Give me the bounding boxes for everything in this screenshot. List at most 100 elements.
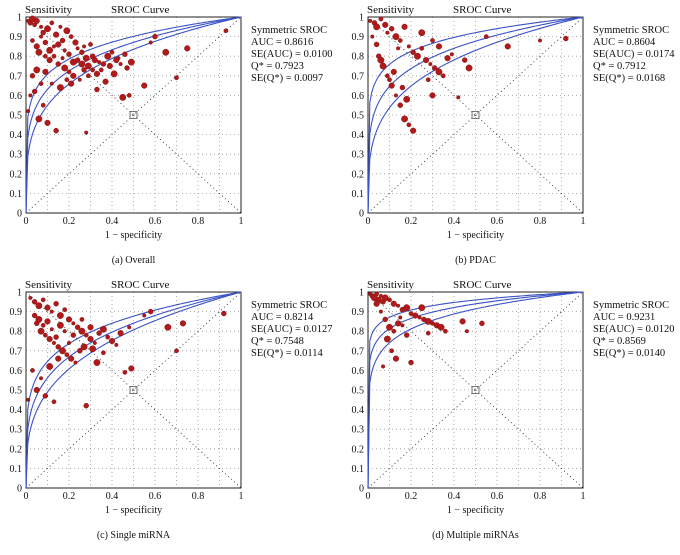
study-point: [396, 303, 401, 308]
y-tick-label: 0: [17, 209, 22, 220]
study-point: [184, 45, 191, 52]
x-tick-label: 0.2: [405, 216, 418, 227]
y-tick-label: 0.3: [352, 425, 365, 436]
sroc-curve: [25, 291, 242, 489]
study-point: [373, 23, 380, 31]
x-tick-label: 0: [24, 216, 29, 227]
stat-line: Symmetric SROC: [251, 25, 327, 36]
study-point: [84, 62, 92, 70]
study-point: [64, 77, 70, 83]
y-tick-label: 0.1: [10, 189, 23, 200]
stat-line: SE(AUC) = 0.0174: [593, 49, 675, 60]
study-point: [412, 312, 419, 319]
study-point: [106, 62, 113, 70]
study-point: [537, 38, 542, 43]
y-tick-label: 1: [359, 288, 364, 299]
chart-title: SROC Curve: [111, 279, 169, 291]
x-tick-label: 0.4: [106, 491, 119, 502]
study-point: [87, 335, 94, 343]
study-point: [35, 302, 43, 310]
study-point: [223, 28, 229, 34]
study-point: [100, 61, 107, 67]
chance-diagonal: [367, 16, 584, 214]
study-point: [479, 320, 485, 327]
study-point: [55, 61, 61, 67]
x-tick-label: 0.6: [149, 216, 162, 227]
study-point: [46, 46, 54, 54]
x-tick-label: 0.8: [534, 216, 547, 227]
y-tick-label: 0.7: [352, 71, 365, 82]
study-point: [388, 26, 395, 32]
y-tick-label: 0.7: [10, 346, 23, 357]
study-point: [104, 52, 112, 60]
study-point: [33, 66, 41, 74]
study-point: [406, 44, 411, 49]
study-point: [378, 16, 384, 22]
sroc-curve: [367, 291, 584, 489]
study-point: [449, 52, 454, 57]
study-point: [64, 352, 70, 358]
study-point: [483, 34, 489, 39]
study-point: [162, 48, 170, 56]
q-star-marker: [471, 386, 480, 394]
study-point: [40, 297, 46, 303]
study-point: [39, 376, 44, 381]
study-point: [79, 317, 85, 322]
study-point: [93, 359, 101, 366]
study-point: [44, 25, 51, 33]
study-point: [102, 78, 109, 85]
study-point: [147, 308, 154, 315]
y-tick-label: 0.6: [10, 366, 23, 377]
study-point: [61, 64, 69, 72]
x-tick-label: 0.2: [405, 491, 418, 502]
study-point: [73, 360, 78, 365]
y-tick-label: 0.3: [10, 425, 23, 436]
study-point: [84, 130, 89, 135]
sroc-curve: [367, 16, 584, 214]
study-point: [79, 49, 85, 55]
study-point: [49, 81, 54, 86]
study-point: [46, 57, 53, 64]
study-point: [66, 340, 71, 345]
x-tick-label: 0: [24, 491, 29, 502]
study-point: [96, 330, 102, 336]
study-point: [127, 325, 132, 330]
study-point: [397, 102, 403, 108]
x-tick-label: 0.2: [63, 491, 76, 502]
study-point: [396, 46, 401, 51]
y-tick-label: 0.4: [10, 130, 23, 141]
x-tick-label: 0: [366, 216, 371, 227]
study-point: [82, 44, 87, 49]
y-axis-label: Sensitivity: [367, 279, 415, 291]
study-point: [370, 34, 375, 39]
anti-diagonal-lower: [475, 114, 584, 214]
y-tick-label: 0.8: [10, 327, 23, 338]
study-point: [57, 321, 64, 329]
stat-line: AUC = 0.8214: [251, 312, 314, 323]
study-point: [97, 60, 102, 65]
study-point: [401, 23, 408, 30]
stat-line: AUC = 0.8616: [251, 37, 313, 48]
y-tick-label: 0.4: [10, 405, 23, 416]
y-tick-label: 0: [359, 484, 364, 495]
study-point: [122, 370, 128, 375]
study-point: [77, 77, 82, 82]
anti-diagonal-lower: [133, 114, 242, 214]
study-point: [418, 29, 426, 37]
y-tick-label: 0.1: [352, 189, 365, 200]
anti-diagonal-lower: [475, 389, 584, 489]
study-point: [92, 340, 97, 345]
anti-diagonal-upper: [367, 291, 476, 391]
study-point: [57, 312, 64, 319]
study-point: [430, 38, 435, 43]
study-point: [42, 68, 49, 75]
study-point: [89, 345, 97, 353]
y-tick-label: 0.5: [352, 111, 365, 122]
study-point: [429, 92, 436, 99]
study-point: [58, 24, 63, 29]
study-point: [397, 38, 403, 43]
x-tick-label: 1: [239, 491, 244, 502]
study-point: [66, 51, 72, 57]
study-point: [385, 30, 390, 35]
sroc-curve: [25, 16, 242, 214]
